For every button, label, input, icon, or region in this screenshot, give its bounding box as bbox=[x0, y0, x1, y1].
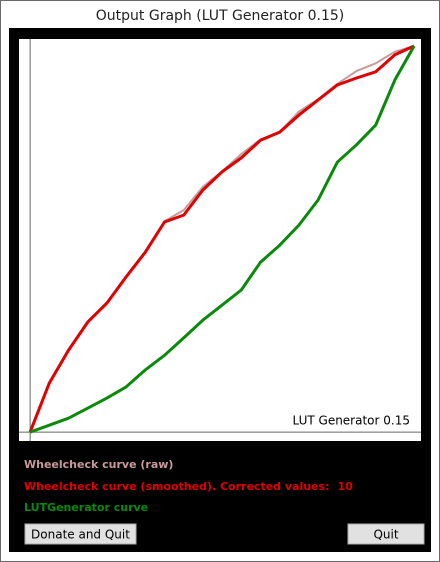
legend-entry: Wheelcheck curve (smoothed). Corrected v… bbox=[24, 480, 353, 493]
annotation: LUT Generator 0.15 bbox=[293, 414, 411, 428]
donate-button[interactable] bbox=[24, 523, 137, 545]
corrected-values: 10 bbox=[337, 480, 353, 493]
legend-label: Wheelcheck curve (raw) bbox=[24, 458, 173, 471]
quit-button[interactable] bbox=[347, 523, 425, 545]
legend-entry: Wheelcheck curve (raw) bbox=[24, 458, 173, 471]
legend-entry: LUTGenerator curve bbox=[24, 501, 148, 514]
window-title: Output Graph (LUT Generator 0.15) bbox=[96, 8, 344, 24]
series-line bbox=[28, 44, 415, 433]
quit-button-label: Quit bbox=[373, 528, 398, 542]
legend-label: Wheelcheck curve (smoothed). Corrected v… bbox=[24, 480, 329, 493]
series-line bbox=[29, 45, 416, 434]
plot-area bbox=[19, 39, 421, 441]
donate-button-label: Donate and Quit bbox=[31, 528, 130, 542]
legend-label: LUTGenerator curve bbox=[24, 501, 148, 514]
